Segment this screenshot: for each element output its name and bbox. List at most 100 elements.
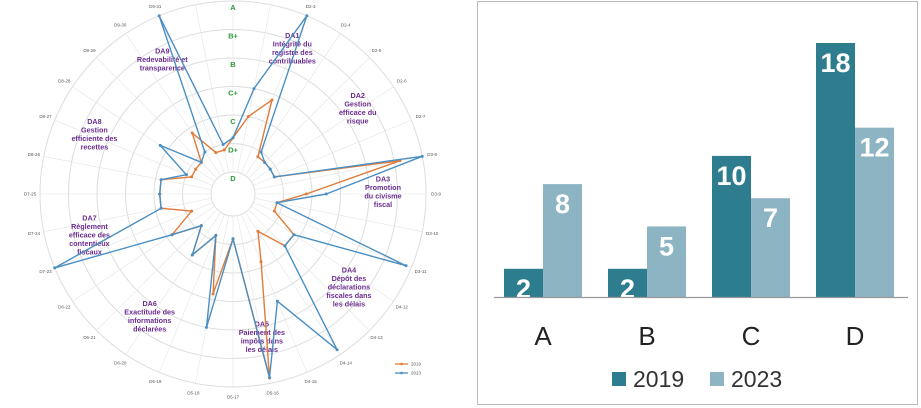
bar <box>504 268 543 297</box>
radar-dimension-label-line: efficace du <box>339 108 377 117</box>
radar-spoke <box>54 202 213 269</box>
bar-legend: 2019 2023 <box>612 366 782 392</box>
radar-point <box>159 206 163 210</box>
bar-group: 18 12 D <box>816 43 894 351</box>
radar-point <box>158 143 162 147</box>
radar-indicator-label: D5-16 <box>266 391 279 396</box>
radar-dimension-label: DA8 Gestion efficiente des recettes <box>71 117 117 152</box>
radar-point <box>199 224 203 228</box>
radar-spoke <box>248 57 370 179</box>
radar-dimension-label: DA6 Exactitude des informations déclarées <box>124 299 175 334</box>
radar-point <box>231 237 235 241</box>
radar-dimension-label-line: Promotion <box>365 183 401 192</box>
bar-legend-label: 2019 <box>633 366 684 392</box>
radar-spoke <box>96 209 218 331</box>
radar-dimension-label-line: Intégrité du <box>273 40 312 49</box>
radar-indicator-label: D6-22 <box>58 304 71 309</box>
radar-indicator-label: D2-3 <box>306 4 316 9</box>
radar-point <box>275 201 279 205</box>
bar-legend-label: 2023 <box>731 366 782 392</box>
radar-indicator-label: D7-25 <box>24 192 37 197</box>
radar-dimension-label-line: fiscal <box>374 200 392 209</box>
radar-dimension-label-line: fiscales dans <box>326 291 371 300</box>
radar-indicator-label: D9-31 <box>149 4 162 9</box>
radar-spoke <box>43 197 212 232</box>
bar-group: 2 8 A <box>504 184 582 351</box>
bar <box>816 43 855 297</box>
radar-dimension-label-line: impôts dans <box>241 337 283 346</box>
bar-group: 25 B <box>608 226 686 351</box>
bar-value-label: 10 <box>716 161 746 191</box>
radar-point <box>190 175 194 179</box>
radar-dimension-label-line: registre des <box>272 48 313 57</box>
radar-indicator-label: D3-11 <box>415 269 427 274</box>
radar-indicator-label: D9-30 <box>114 23 127 28</box>
radar-dimension-label-line: du civisme <box>364 191 401 200</box>
radar-point <box>272 209 276 213</box>
radar-spoke <box>248 209 370 331</box>
radar-indicator-label: D5-17 <box>227 395 240 400</box>
bar <box>608 268 647 297</box>
radar-spoke <box>253 119 412 186</box>
radar-indicator-label: D6-21 <box>83 335 96 340</box>
bar-group: 10 7 C <box>712 155 790 351</box>
radar-point <box>194 167 198 171</box>
radar-point <box>214 151 218 155</box>
radar-dimension-label-line: Exactitude des <box>124 308 175 317</box>
radar-spoke <box>43 156 212 191</box>
bar-category-label: B <box>638 321 655 351</box>
radar-chart-svg: D1-1D1-2D2-3D2-4D2-5D2-6D2-7D3-8D3-9D3-1… <box>24 0 441 400</box>
radar-dimension-label-line: DA2 <box>351 91 365 100</box>
radar-point <box>231 136 235 140</box>
radar-point <box>53 266 57 270</box>
radar-grade-label: C <box>230 117 236 126</box>
bar <box>712 155 751 297</box>
radar-spoke <box>72 205 215 302</box>
radar-spoke <box>251 205 394 302</box>
radar-dimension-label-line: efficace des <box>69 231 110 240</box>
radar-dimension-label-line: Gestion <box>81 125 108 134</box>
radar-point <box>259 260 263 264</box>
radar-legend: 2019 2023 <box>395 362 422 376</box>
bar-value-label: 8 <box>555 189 570 219</box>
radar-dimension-label-line: DA7 <box>82 214 96 223</box>
radar-point <box>305 14 309 18</box>
radar-point <box>272 175 276 179</box>
radar-indicator-label: D4-14 <box>340 360 353 365</box>
radar-chart: D1-1D1-2D2-3D2-4D2-5D2-6D2-7D3-8D3-9D3-1… <box>24 0 441 400</box>
radar-dimension-label-line: DA9 <box>155 46 169 55</box>
radar-point <box>270 98 274 102</box>
radar-dimension-label-line: déclarées <box>133 325 166 334</box>
radar-spoke <box>158 214 225 373</box>
radar-indicator-label: D2-4 <box>341 23 351 28</box>
radar-spoke <box>236 215 271 384</box>
radar-point <box>335 348 339 352</box>
radar-spoke <box>241 15 308 174</box>
radar-point <box>199 160 203 164</box>
radar-grade-label: C+ <box>228 89 238 98</box>
bar-value-label: 12 <box>859 133 889 163</box>
radar-dimension-label: DA9 Redevabilité et transparence <box>137 46 188 72</box>
bar-category-label: A <box>534 321 552 351</box>
radar-point <box>190 131 194 135</box>
radar-grade-label: B <box>230 60 236 69</box>
radar-dimension-label-line: déclarations <box>328 282 370 291</box>
radar-point <box>304 192 308 196</box>
radar-point <box>324 192 328 196</box>
bar-value-label: 2 <box>620 274 635 304</box>
radar-indicator-label: D7-23 <box>39 269 52 274</box>
radar-indicator-label: D4-13 <box>370 335 383 340</box>
radar-dimension-label-line: informations <box>128 316 172 325</box>
radar-indicator-label: D2-6 <box>397 79 407 84</box>
radar-point <box>159 178 163 182</box>
radar-spoke <box>254 197 423 232</box>
radar-point <box>158 192 162 196</box>
bar-legend-swatch <box>612 372 626 386</box>
radar-spoke <box>72 86 215 183</box>
radar-point <box>190 253 194 257</box>
radar-indicator-label: D3-10 <box>426 231 439 236</box>
radar-indicator-label: D5-19 <box>149 379 162 384</box>
radar-spoke <box>125 212 222 355</box>
radar-point <box>256 229 260 233</box>
